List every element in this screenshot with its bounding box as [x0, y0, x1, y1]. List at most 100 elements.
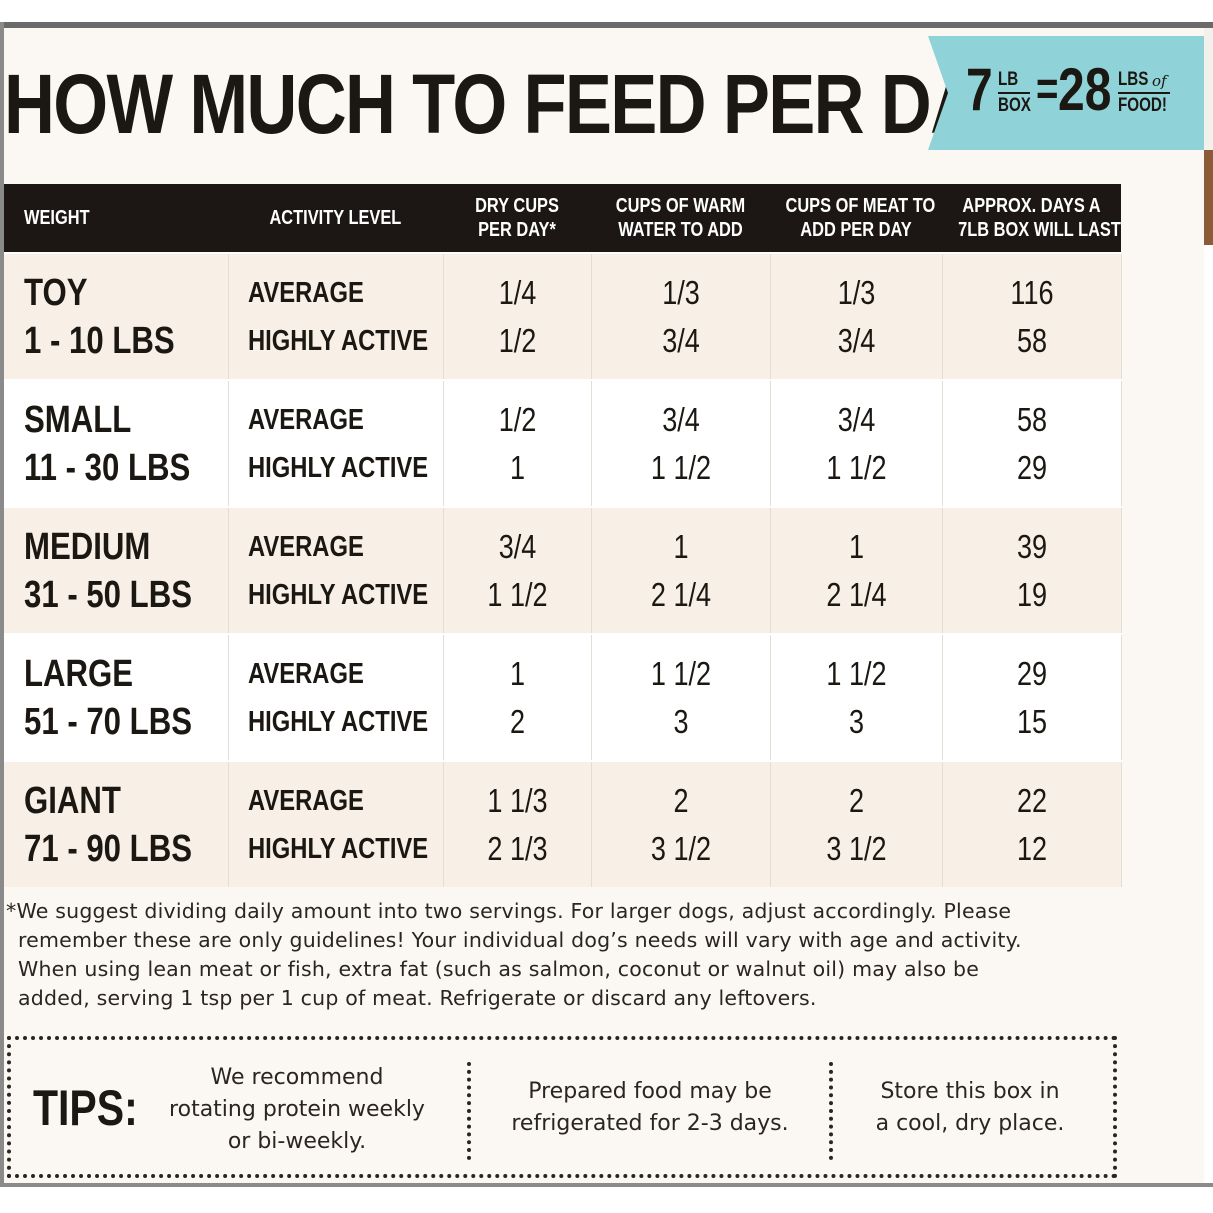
tip-storage: Store this box in a cool, dry place.: [875, 1079, 1065, 1136]
background-strip: [1204, 28, 1213, 150]
weight-range: 31 - 50 LBS: [24, 573, 192, 616]
box-unit-top: LB: [998, 69, 1019, 90]
activity-level-cell: AVERAGE HIGHLY ACTIVE: [228, 506, 444, 634]
value-high: 1 1/2: [825, 448, 887, 486]
tips-label: TIPS:: [33, 1080, 138, 1136]
value-average: 39: [1016, 527, 1047, 565]
weight-class-name: MEDIUM: [24, 525, 151, 568]
header-meat-cups: CUPS OF MEAT TO ADD PER DAY: [770, 184, 942, 253]
footnote-line: *We suggest dividing daily amount into t…: [6, 899, 1012, 923]
value-high: 2 1/4: [650, 575, 711, 613]
feeding-table: WEIGHT ACTIVITY LEVEL DRY CUPS PER DAY* C…: [4, 184, 1122, 887]
meat-cups-cell: 3/4 1 1/2: [770, 379, 943, 507]
weight-range: 71 - 90 LBS: [24, 827, 192, 870]
value-average: 1/2: [498, 400, 536, 438]
value-high: 1 1/2: [650, 448, 711, 486]
weight-class-cell: SMALL 11 - 30 LBS: [4, 379, 229, 507]
meat-cups-cell: 2 3 1/2: [770, 760, 943, 887]
value-average: 3/4: [837, 400, 875, 438]
weight-range: 51 - 70 LBS: [24, 700, 192, 743]
weight-class-cell: GIANT 71 - 90 LBS: [4, 760, 229, 887]
frame-bottom-edge: [0, 1183, 1213, 1187]
header-dry-cups: DRY CUPS PER DAY*: [443, 184, 591, 253]
header-activity-level: ACTIVITY LEVEL: [228, 184, 443, 253]
warm-water-cell: 3/4 1 1/2: [591, 379, 771, 507]
warm-water-cell: 1/3 3/4: [591, 252, 771, 380]
page-title: HOW MUCH TO FEED PER DAY: [4, 57, 1020, 151]
food-unit-bottom: FOOD!: [1118, 95, 1167, 116]
value-high: 3/4: [837, 321, 875, 359]
dry-cups-cell: 3/4 1 1/2: [443, 506, 592, 634]
value-high: 3/4: [661, 321, 700, 359]
value-high: 19: [1016, 575, 1047, 613]
activity-high: HIGHLY ACTIVE: [247, 705, 428, 738]
food-weight-number: 28: [1058, 56, 1112, 123]
tip-rotate-protein: We recommend rotating protein weekly or bi…: [169, 1065, 425, 1154]
footnote-line: remember these are only guidelines! Your…: [18, 928, 1022, 952]
tip-divider: [829, 1062, 833, 1160]
activity-average: AVERAGE: [247, 784, 364, 817]
value-average: 1: [848, 527, 864, 565]
value-high: 3: [848, 702, 864, 740]
value-average: 3/4: [498, 527, 536, 565]
equals-sign: =: [1036, 63, 1059, 116]
days-last-cell: 22 12: [942, 760, 1122, 887]
value-high: 58: [1016, 321, 1047, 359]
value-high: 29: [1016, 448, 1047, 486]
value-high: 3: [672, 702, 689, 740]
table-row: TOY 1 - 10 LBS AVERAGE HIGHLY ACTIVE 1/4 1/2 1…: [4, 252, 1122, 380]
value-average: 2: [672, 781, 689, 819]
frame-top-edge: [0, 22, 1213, 28]
warm-water-cell: 1 1/2 3: [591, 633, 771, 761]
header-warm-water: CUPS OF WARM WATER TO ADD: [591, 184, 770, 253]
activity-average: AVERAGE: [247, 530, 364, 563]
value-high: 3 1/2: [650, 829, 711, 867]
table-row: GIANT 71 - 90 LBS AVERAGE HIGHLY ACTIVE 1 1/…: [4, 760, 1122, 887]
weight-range: 1 - 10 LBS: [24, 319, 175, 362]
tip-refrigerate: Prepared food may be refrigerated for 2-3…: [511, 1079, 789, 1136]
food-unit-top: LBS: [1118, 69, 1149, 90]
days-last-cell: 116 58: [942, 252, 1122, 380]
days-last-cell: 39 19: [942, 506, 1122, 634]
value-average: 1/3: [837, 273, 875, 311]
weight-class-name: TOY: [24, 271, 88, 314]
footnote: *We suggest dividing daily amount into t…: [6, 897, 1116, 1013]
days-last-cell: 29 15: [942, 633, 1122, 761]
value-average: 1: [509, 654, 525, 692]
food-unit-of: of: [1152, 72, 1167, 90]
activity-level-cell: AVERAGE HIGHLY ACTIVE: [228, 633, 444, 761]
value-high: 15: [1016, 702, 1047, 740]
activity-average: AVERAGE: [247, 657, 364, 690]
activity-high: HIGHLY ACTIVE: [247, 324, 428, 357]
tips-box: TIPS: We recommend rotating protein weekl…: [7, 1036, 1117, 1178]
warm-water-cell: 1 2 1/4: [591, 506, 771, 634]
meat-cups-cell: 1 1/2 3: [770, 633, 943, 761]
header-weight: WEIGHT: [4, 184, 228, 253]
value-average: 22: [1016, 781, 1047, 819]
table-header-row: WEIGHT ACTIVITY LEVEL DRY CUPS PER DAY* C…: [4, 184, 1121, 253]
value-average: 1 1/2: [650, 654, 711, 692]
dry-cups-cell: 1 1/3 2 1/3: [443, 760, 592, 887]
box-unit-divider: [998, 92, 1030, 94]
table-row: MEDIUM 31 - 50 LBS AVERAGE HIGHLY ACTIVE 3/4…: [4, 506, 1122, 634]
value-average: 29: [1016, 654, 1047, 692]
meat-cups-cell: 1 2 1/4: [770, 506, 943, 634]
days-last-cell: 58 29: [942, 379, 1122, 507]
value-average: 116: [1009, 273, 1054, 311]
header-days-last: APPROX. DAYS A 7LB BOX WILL LAST: [942, 184, 1121, 253]
footnote-line: When using lean meat or fish, extra fat …: [18, 957, 980, 981]
weight-class-cell: LARGE 51 - 70 LBS: [4, 633, 229, 761]
table-row: LARGE 51 - 70 LBS AVERAGE HIGHLY ACTIVE 1 2 1 …: [4, 633, 1122, 761]
table-row: SMALL 11 - 30 LBS AVERAGE HIGHLY ACTIVE 1/2 1…: [4, 379, 1122, 507]
activity-high: HIGHLY ACTIVE: [247, 451, 428, 484]
value-average: 1/4: [498, 273, 536, 311]
activity-level-cell: AVERAGE HIGHLY ACTIVE: [228, 760, 444, 887]
value-average: 1 1/3: [486, 781, 548, 819]
frame-left-edge: [0, 22, 4, 1187]
value-average: 1/3: [661, 273, 700, 311]
value-average: 1 1/2: [825, 654, 887, 692]
food-unit-divider: [1118, 92, 1170, 94]
box-weight-number: 7: [966, 56, 993, 123]
